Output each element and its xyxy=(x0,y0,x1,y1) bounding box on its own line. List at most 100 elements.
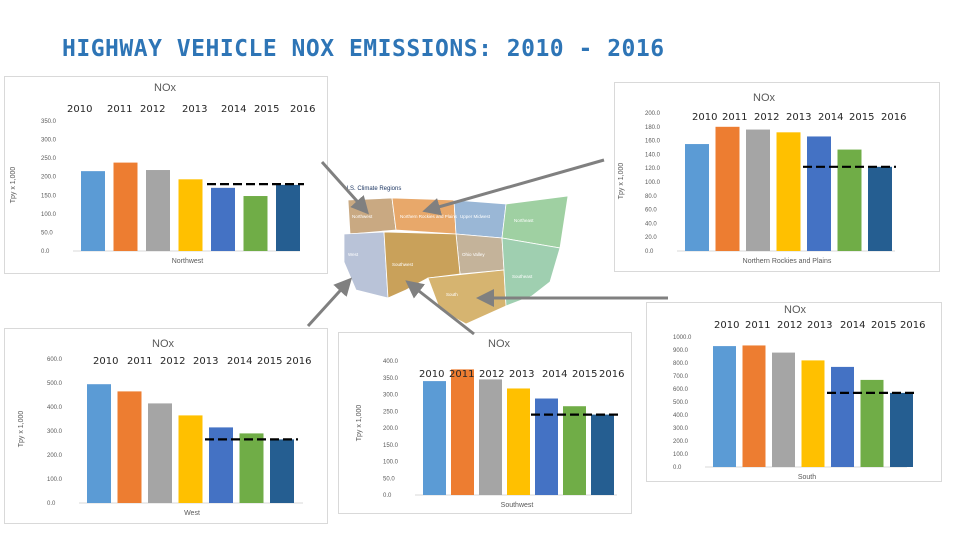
chart-northwest: NOx 0.0 50.0 100.0 150.0 200.0 250.0 300.0 350.0… xyxy=(10,82,315,265)
year-label-2010: 2010 xyxy=(93,356,118,367)
chart-panel-southwest: NOx 0.0 50.0 100.0 150.0 200.0 250.0 300.0 350.0… xyxy=(338,332,632,514)
map-region-label: Northeast xyxy=(514,218,534,223)
map-region xyxy=(427,269,507,325)
bar-2011 xyxy=(113,162,138,251)
y-tick-label: 150.0 xyxy=(41,193,57,199)
bar-2015 xyxy=(860,379,884,467)
y-tick-label: 400.0 xyxy=(673,413,689,419)
bar-2012 xyxy=(148,403,172,503)
bar-2011 xyxy=(117,391,142,503)
y-tick-label: 200.0 xyxy=(673,439,689,445)
y-tick-label: 500.0 xyxy=(47,381,63,387)
bar-2010 xyxy=(81,171,105,251)
bar-2013 xyxy=(801,360,825,467)
bar-2015 xyxy=(837,149,862,251)
year-label-2013: 2013 xyxy=(509,369,534,380)
year-label-2013: 2013 xyxy=(807,320,832,331)
map-region-label: Southwest xyxy=(392,262,414,267)
chart-title: NOx xyxy=(152,338,175,350)
y-tick-label: 0.0 xyxy=(47,501,56,507)
chart-title: NOx xyxy=(154,82,177,94)
bar-2012 xyxy=(479,379,502,495)
year-label-2015: 2015 xyxy=(871,320,896,331)
y-axis-label: Tpy x 1,000 xyxy=(10,167,17,204)
x-axis-label: Northwest xyxy=(172,258,204,265)
y-tick-label: 50.0 xyxy=(383,476,395,482)
map-region-label: Southeast xyxy=(512,274,533,279)
year-label-2014: 2014 xyxy=(818,112,843,123)
y-tick-label: 50.0 xyxy=(41,230,53,236)
bar-2016 xyxy=(591,414,614,495)
y-tick-label: 200.0 xyxy=(383,426,399,432)
y-tick-label: 300.0 xyxy=(47,429,63,435)
y-tick-label: 400.0 xyxy=(47,405,63,411)
map-region-label: West xyxy=(348,252,359,257)
y-tick-label: 200.0 xyxy=(47,453,63,459)
chart-title: NOx xyxy=(488,338,511,350)
year-label-2012: 2012 xyxy=(479,369,504,380)
y-tick-label: 100.0 xyxy=(383,460,399,466)
map-region-label: South xyxy=(446,292,458,297)
map-region xyxy=(501,237,561,307)
y-tick-label: 250.0 xyxy=(41,156,57,162)
y-tick-label: 500.0 xyxy=(673,400,689,406)
y-tick-label: 20.0 xyxy=(645,235,657,241)
bar-2015 xyxy=(243,196,268,251)
year-label-2014: 2014 xyxy=(221,104,246,115)
year-label-2013: 2013 xyxy=(786,112,811,123)
year-label-2013: 2013 xyxy=(193,356,218,367)
bar-2010 xyxy=(87,384,111,503)
map-region-label: Upper Midwest xyxy=(460,214,491,219)
map-region-label: Northern Rockies and Plains xyxy=(400,214,458,219)
chart-south: NOx 0.0 100.0 200.0 300.0 400.0 500.0 600.0 700.… xyxy=(673,304,925,481)
y-tick-label: 0.0 xyxy=(383,493,392,499)
y-axis-label: Tpy x 1,000 xyxy=(356,405,363,442)
year-label-2016: 2016 xyxy=(881,112,906,123)
bar-2016 xyxy=(890,392,913,467)
bar-2010 xyxy=(713,346,736,467)
y-tick-label: 300.0 xyxy=(673,426,689,432)
bar-2012 xyxy=(772,352,795,467)
bar-2013 xyxy=(507,388,530,495)
y-tick-label: 350.0 xyxy=(41,119,57,125)
y-tick-label: 100.0 xyxy=(673,452,689,458)
y-tick-label: 700.0 xyxy=(673,374,689,380)
y-tick-label: 200.0 xyxy=(41,175,57,181)
year-label-2011: 2011 xyxy=(745,320,770,331)
bar-2013 xyxy=(178,179,203,251)
bar-2013 xyxy=(178,415,203,503)
bar-2011 xyxy=(715,126,740,251)
bar-2011 xyxy=(451,369,474,495)
bar-2014 xyxy=(831,366,854,467)
slide-title: HIGHWAY VEHICLE NOX EMISSIONS: 2010 - 20… xyxy=(62,36,665,62)
y-tick-label: 100.0 xyxy=(47,477,63,483)
y-axis-label: Tpy x 1,000 xyxy=(618,163,625,200)
chart-title: NOx xyxy=(753,92,776,104)
y-tick-label: 0.0 xyxy=(673,465,682,471)
bar-2016 xyxy=(270,439,294,503)
year-label-2010: 2010 xyxy=(419,369,444,380)
bar-2010 xyxy=(423,381,446,495)
year-label-2015: 2015 xyxy=(572,369,597,380)
year-label-2016: 2016 xyxy=(290,104,315,115)
y-tick-label: 400.0 xyxy=(383,359,399,365)
year-label-2012: 2012 xyxy=(777,320,802,331)
year-label-2016: 2016 xyxy=(900,320,925,331)
chart-panel-south: NOx 0.0 100.0 200.0 300.0 400.0 500.0 600.0 700.… xyxy=(646,302,942,482)
map-svg: U.S. Climate Regions Northwest Northern R… xyxy=(343,186,569,325)
x-axis-label: West xyxy=(184,510,200,517)
chart-panel-northern-rockies-plains: NOx 0.0 20.0 40.0 60.0 80.0 100.0 120.0 140.0 160… xyxy=(614,82,940,272)
y-tick-label: 300.0 xyxy=(383,393,399,399)
year-label-2014: 2014 xyxy=(227,356,252,367)
map-region-label: Ohio Valley xyxy=(462,252,485,257)
bar-2014 xyxy=(807,136,831,251)
y-tick-label: 120.0 xyxy=(645,166,661,172)
year-label-2016: 2016 xyxy=(286,356,311,367)
y-tick-label: 100.0 xyxy=(645,180,661,186)
y-tick-label: 300.0 xyxy=(41,138,57,144)
map-region xyxy=(453,199,507,239)
y-tick-label: 900.0 xyxy=(673,348,689,354)
year-label-2011: 2011 xyxy=(127,356,152,367)
chart-west: NOx 0.0 100.0 200.0 300.0 400.0 500.0 600.0 Tpy … xyxy=(18,338,311,517)
x-axis-label: South xyxy=(798,474,816,481)
